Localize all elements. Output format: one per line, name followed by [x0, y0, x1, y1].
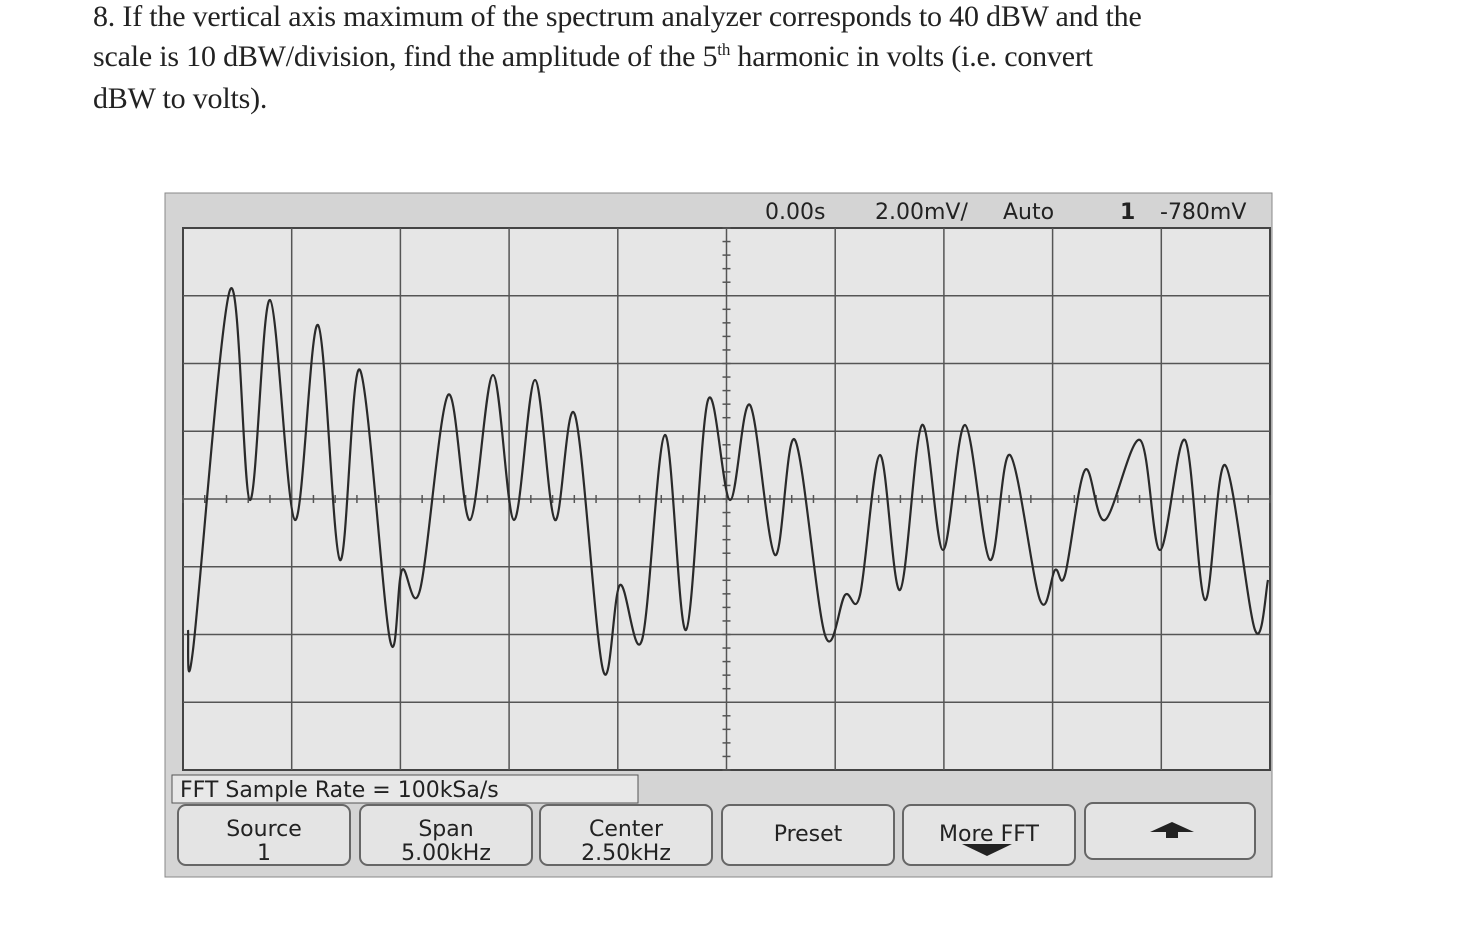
status-level: -780mV: [1160, 200, 1246, 225]
grid: [182, 227, 1271, 771]
status-mode: Auto: [1003, 200, 1054, 225]
arrow-up: [1150, 822, 1194, 838]
softkey-label: Preset: [774, 822, 843, 847]
softkey-label: Source: [226, 817, 302, 842]
softkey[interactable]: [539, 804, 713, 866]
status-time: 0.00s: [765, 200, 825, 225]
softkey-value: 5.00kHz: [401, 841, 491, 866]
softkey[interactable]: [902, 804, 1076, 866]
text: scale is 10 dBW/division, find the ampli…: [93, 40, 718, 73]
softkey[interactable]: [359, 804, 533, 866]
softkey-label: Center: [589, 817, 664, 842]
question-line: dBW to volts).: [93, 82, 268, 115]
status-channel: 1: [1120, 200, 1135, 225]
status-scale: 2.00mV/: [875, 200, 968, 225]
arrow-down: [962, 844, 1012, 856]
softkey[interactable]: [177, 804, 351, 866]
question-line: 8. If the vertical axis maximum of the s…: [93, 0, 1142, 33]
softkey-label: More FFT: [939, 822, 1039, 847]
info-box: [171, 774, 639, 804]
softkey-value: 1: [257, 841, 271, 866]
softkey[interactable]: [721, 804, 895, 866]
softkey-value: 2.50kHz: [581, 841, 671, 866]
text: harmonic in volts (i.e. convert: [730, 40, 1093, 73]
waveform: [186, 287, 1270, 676]
info: FFT Sample Rate = 100kSa/s: [180, 778, 499, 803]
superscript: th: [717, 40, 731, 59]
softkey-label: Span: [418, 817, 473, 842]
question-line: scale is 10 dBW/division, find the ampli…: [93, 40, 1093, 74]
